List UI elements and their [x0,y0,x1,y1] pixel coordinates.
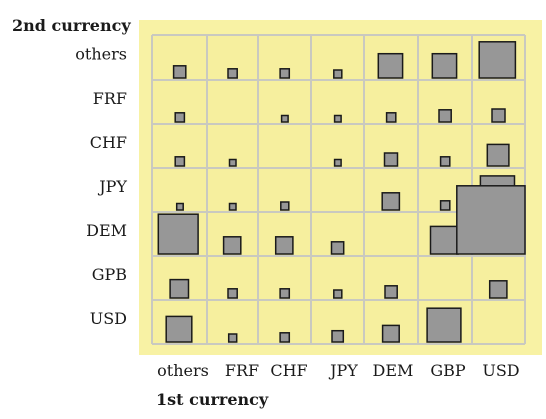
square-others-frf [227,68,238,79]
square-dem-others [157,213,199,255]
square-gpb-usd [488,280,508,299]
square-frf-others [174,112,186,123]
square-dem-jpy [330,241,345,255]
square-dem-frf [222,236,242,255]
squares [157,41,526,343]
square-frf-jpy [333,114,342,123]
y-tick-labels: others FRF CHF JPY DEM GPB USD [75,45,127,329]
x-tick-label-gbp: GBP [430,361,466,380]
square-gpb-others [169,278,190,299]
square-frf-usd [491,108,506,123]
square-chf-frf [228,158,237,167]
square-usd-chf [279,332,291,343]
y-tick-label-dem: DEM [86,221,127,240]
x-axis-title: 1st currency [156,390,269,409]
square-chf-dem [383,152,399,167]
square-others-gbp [431,52,458,79]
square-frf-dem [385,112,397,123]
y-tick-label-usd: USD [90,309,127,328]
square-gpb-dem [384,285,398,299]
square-dem-chf [274,236,294,255]
y-tick-label-gpb: GPB [92,265,127,284]
square-usd-jpy [331,329,345,343]
square-dem-usd [456,185,526,255]
square-usd-gbp [426,307,462,343]
square-jpy-others [175,202,184,211]
square-dem-gbp [429,225,459,255]
x-tick-label-frf: FRF [225,361,259,380]
square-usd-frf [227,333,238,343]
square-jpy-dem [381,192,401,211]
x-tick-label-jpy: JPY [328,361,358,380]
x-tick-label-others: others [157,361,209,380]
square-gpb-chf [279,288,291,299]
square-chf-gbp [439,156,451,167]
square-frf-gbp [438,109,452,123]
square-usd-others [165,315,193,343]
square-others-others [172,65,187,79]
x-tick-label-chf: CHF [270,361,307,380]
square-jpy-gbp [439,200,451,211]
y-tick-label-others: others [75,45,127,64]
y-tick-label-jpy: JPY [97,177,127,196]
square-jpy-frf [228,202,237,211]
square-frf-chf [280,114,289,123]
x-tick-labels: others FRF CHF JPY DEM GBP USD [157,361,519,380]
x-tick-label-dem: DEM [373,361,414,380]
y-axis-title: 2nd currency [12,16,131,35]
y-tick-label-chf: CHF [90,133,127,152]
square-jpy-chf [280,201,290,211]
square-others-chf [279,68,291,79]
square-chf-jpy [333,158,342,167]
x-tick-label-usd: USD [482,361,519,380]
square-chf-usd [486,143,510,167]
square-others-jpy [333,69,343,79]
square-usd-dem [381,324,400,343]
square-others-usd [478,41,517,79]
y-tick-label-frf: FRF [93,89,127,108]
square-gpb-jpy [333,289,343,299]
square-chf-others [174,156,186,167]
square-gpb-frf [227,288,238,299]
square-others-dem [377,52,404,79]
